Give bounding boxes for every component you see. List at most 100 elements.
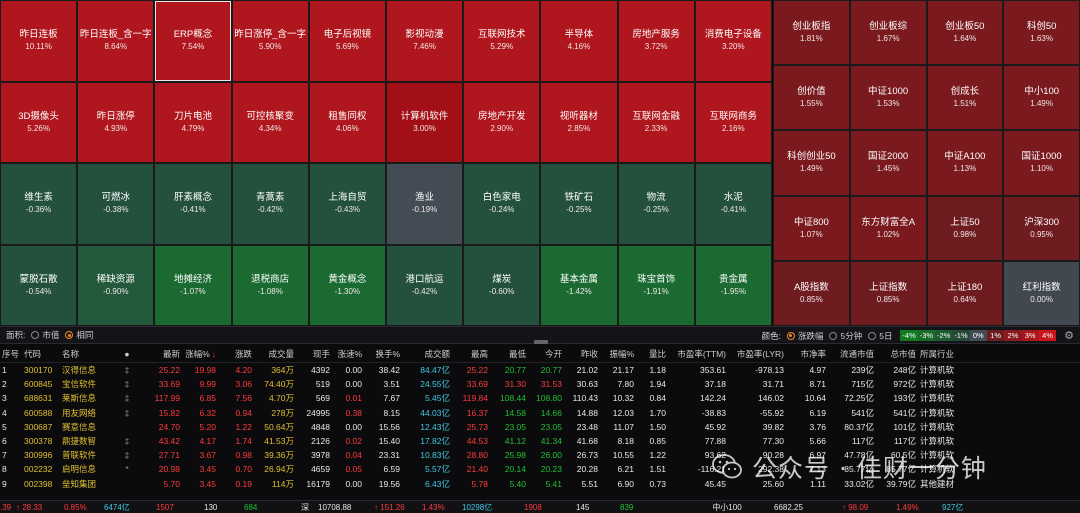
index-tile[interactable]: 国证2000 1.45% [849, 130, 927, 196]
column-header[interactable]: 成交额 [402, 348, 452, 360]
concept-tile[interactable]: 黄金概念 -1.30% [308, 244, 386, 326]
concept-tile[interactable]: 蒙脱石散 -0.54% [0, 244, 78, 326]
table-row[interactable]: 7 300996 普联软件 ‡ 27.71 3.67 0.98 39.36万 3978 0.04 2… [0, 448, 1080, 462]
settings-gear-icon[interactable]: ⚙ [1064, 330, 1074, 342]
index-tile[interactable]: 创业板综 1.67% [849, 0, 927, 66]
index-tile[interactable]: 创业板指 1.81% [773, 0, 850, 66]
column-header[interactable]: 量比 [636, 348, 668, 360]
column-header[interactable]: 最低 [490, 348, 528, 360]
concept-tile[interactable]: 贵金属 -1.95% [694, 244, 772, 326]
column-header[interactable]: 所属行业 [918, 348, 954, 360]
table-row[interactable]: 2 600845 宝信软件 ‡ 33.69 9.99 3.06 74.40万 519 0.00 3.… [0, 377, 1080, 391]
index-tile[interactable]: 创成长 1.51% [926, 65, 1004, 131]
concept-tile[interactable]: 港口航运 -0.42% [385, 244, 464, 326]
column-header[interactable]: 现手 [296, 348, 332, 360]
concept-tile[interactable]: 渔业 -0.19% [385, 163, 464, 245]
column-header[interactable]: ● [112, 349, 142, 359]
concept-tile[interactable]: 互联网金融 2.33% [617, 81, 695, 163]
concept-tile[interactable]: 稀缺资源 -0.90% [77, 244, 155, 326]
concept-tile[interactable]: 白色家电 -0.24% [463, 163, 541, 245]
concept-tile[interactable]: 租售同权 4.06% [308, 81, 386, 163]
index-tile[interactable]: 红利指数 0.00% [1003, 260, 1080, 326]
index-tile[interactable]: 上证50 0.98% [926, 195, 1004, 261]
concept-tile[interactable]: 维生素 -0.36% [0, 163, 78, 245]
concept-tile[interactable]: 地摊经济 -1.07% [154, 244, 232, 326]
column-header[interactable]: 最新 [142, 348, 182, 360]
column-header[interactable]: 代码 [22, 348, 60, 360]
column-header[interactable]: 涨幅% ↓ [182, 348, 218, 360]
column-header[interactable]: 振幅% [600, 348, 636, 360]
concept-tile[interactable]: 昨日涨停 4.93% [77, 81, 155, 163]
column-header[interactable]: 最高 [452, 348, 490, 360]
column-header[interactable]: 成交量 [254, 348, 296, 360]
index-tile[interactable]: 上证指数 0.85% [849, 260, 927, 326]
concept-tile[interactable]: 退税商店 -1.08% [231, 244, 309, 326]
concept-tile[interactable]: 消费电子设备 3.20% [694, 0, 772, 82]
area-radio[interactable]: 市值 [31, 329, 59, 341]
table-row[interactable]: 5 300687 赛意信息 24.70 5.20 1.22 50.64万 4848 0.00 15… [0, 420, 1080, 434]
index-tile[interactable]: 中证A100 1.13% [926, 130, 1004, 196]
concept-tile[interactable]: 半导体 4.16% [540, 0, 618, 82]
color-radio[interactable]: 涨跌幅 [786, 330, 823, 342]
concept-tile[interactable]: 房地产服务 3.72% [617, 0, 695, 82]
index-tile[interactable]: 科创创业50 1.49% [773, 130, 850, 196]
concept-tile[interactable]: 影视动漫 7.46% [385, 0, 464, 82]
area-radio[interactable]: 相同 [65, 329, 93, 341]
index-tile[interactable]: 科创50 1.63% [1003, 0, 1080, 66]
concept-tile[interactable]: 肝素概念 -0.41% [154, 163, 232, 245]
concept-tile[interactable]: 铁矿石 -0.25% [540, 163, 618, 245]
concept-tile[interactable]: 计算机软件 3.00% [385, 81, 464, 163]
column-header[interactable]: 市盈率(TTM) [668, 348, 728, 360]
column-header[interactable]: 流通市值 [828, 348, 876, 360]
concept-tile[interactable]: 昨日连板 10.11% [0, 0, 78, 82]
index-tile[interactable]: 创价值 1.55% [773, 65, 850, 131]
concept-tile[interactable]: 上海自贸 -0.43% [308, 163, 386, 245]
concept-tile[interactable]: 煤炭 -0.60% [463, 244, 541, 326]
index-tile[interactable]: 中证800 1.07% [773, 195, 850, 261]
table-row[interactable]: 3 688631 莱斯信息 ‡ 117.99 6.85 7.56 4.70万 569 0.01 7.… [0, 391, 1080, 405]
color-radio[interactable]: 5分钟 [829, 330, 862, 342]
table-row[interactable]: 9 002398 垒知集团 5.70 3.45 0.19 114万 16179 0.00 19.5… [0, 477, 1080, 491]
concept-tile[interactable]: 刀片电池 4.79% [154, 81, 232, 163]
splitter-handle[interactable] [534, 340, 548, 344]
index-tile[interactable]: A股指数 0.85% [773, 260, 850, 326]
table-row[interactable]: 1 300170 汉得信息 ‡ 25.22 19.98 4.20 364万 4392 0.00 38… [0, 363, 1080, 377]
concept-tile[interactable]: 昨日涨停_含一字 5.90% [231, 0, 309, 82]
index-tile[interactable]: 创业板50 1.64% [926, 0, 1004, 66]
concept-tile[interactable]: 物流 -0.25% [617, 163, 695, 245]
concept-tile[interactable]: 互联网商务 2.16% [694, 81, 772, 163]
concept-tile[interactable]: 可控核聚变 4.34% [231, 81, 309, 163]
column-header[interactable]: 涨速% [332, 348, 364, 360]
column-header[interactable]: 名称 [60, 348, 112, 360]
column-header[interactable]: 今开 [528, 348, 564, 360]
column-header[interactable]: 总市值 [876, 348, 918, 360]
column-header[interactable]: 昨收 [564, 348, 600, 360]
concept-tile[interactable]: 水泥 -0.41% [694, 163, 772, 245]
concept-tile[interactable]: 可燃冰 -0.38% [77, 163, 155, 245]
column-header[interactable]: 市净率 [786, 348, 828, 360]
index-tile[interactable]: 上证180 0.64% [926, 260, 1004, 326]
concept-tile[interactable]: 互联网技术 5.29% [463, 0, 541, 82]
column-header[interactable]: 序号 [0, 348, 22, 360]
column-header[interactable]: 涨跌 [218, 348, 254, 360]
concept-tile[interactable]: 电子后视镜 5.69% [308, 0, 386, 82]
concept-tile[interactable]: 视听器材 2.85% [540, 81, 618, 163]
concept-tile[interactable]: ERP概念 7.54% [154, 0, 232, 82]
concept-tile[interactable]: 青蒿素 -0.42% [231, 163, 309, 245]
table-row[interactable]: 6 300378 鼎捷数智 ‡ 43.42 4.17 1.74 41.53万 2126 0.02 1… [0, 434, 1080, 448]
index-tile[interactable]: 东方财富全A 1.02% [849, 195, 927, 261]
index-tile[interactable]: 中证1000 1.53% [849, 65, 927, 131]
concept-tile[interactable]: 3D摄像头 5.26% [0, 81, 78, 163]
column-header[interactable]: 市盈率(LYR) [728, 348, 786, 360]
index-tile[interactable]: 沪深300 0.95% [1003, 195, 1080, 261]
index-tile[interactable]: 中小100 1.49% [1003, 65, 1080, 131]
index-tile[interactable]: 国证1000 1.10% [1003, 130, 1080, 196]
concept-tile[interactable]: 珠宝首饰 -1.91% [617, 244, 695, 326]
concept-tile[interactable]: 基本金属 -1.42% [540, 244, 618, 326]
concept-tile[interactable]: 房地产开发 2.90% [463, 81, 541, 163]
table-row[interactable]: 4 600588 用友网络 ‡ 15.82 6.32 0.94 278万 24995 0.38 8.… [0, 406, 1080, 420]
concept-tile[interactable]: 昨日连板_含一字 8.64% [77, 0, 155, 82]
color-radio[interactable]: 5日 [868, 330, 892, 342]
table-row[interactable]: 8 002232 启明信息 * 20.98 3.45 0.70 26.94万 4659 0.05 6… [0, 462, 1080, 476]
column-header[interactable]: 换手% [364, 348, 402, 360]
